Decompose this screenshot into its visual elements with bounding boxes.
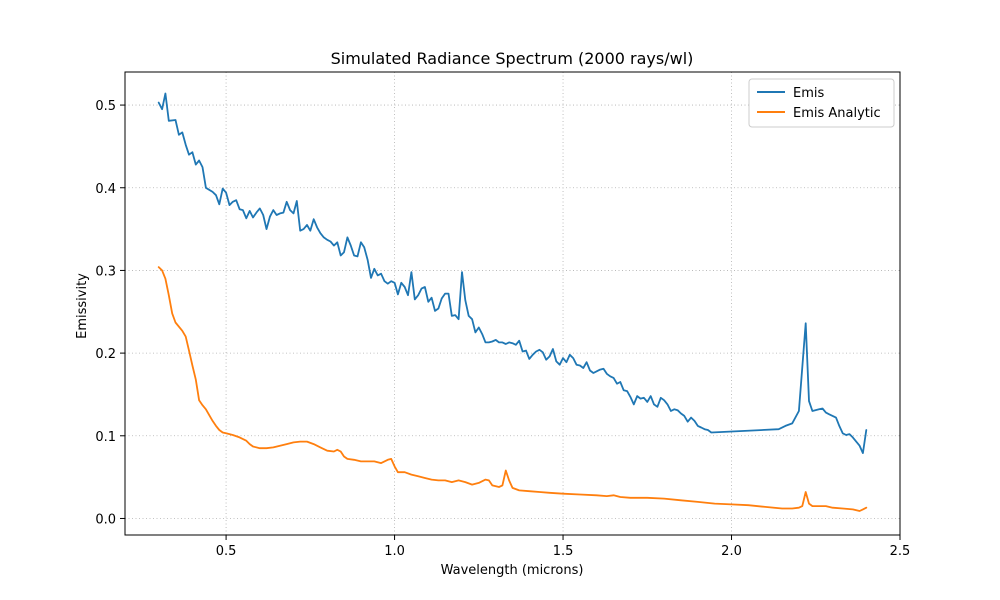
y-tick-label: 0.2 xyxy=(95,347,116,362)
x-tick-label: 1.0 xyxy=(384,544,405,559)
x-tick-label: 0.5 xyxy=(216,544,237,559)
legend-label-emis-analytic: Emis Analytic xyxy=(793,106,881,121)
y-axis-label: Emissivity xyxy=(75,273,90,339)
y-tick-label: 0.0 xyxy=(95,512,116,527)
y-tick-label: 0.4 xyxy=(95,182,116,197)
axes-frame xyxy=(124,71,901,536)
y-tick-label: 0.1 xyxy=(95,430,116,445)
x-axis-ticks: 0.5 1.0 1.5 2.0 2.5 xyxy=(216,535,911,559)
chart-title: Simulated Radiance Spectrum (2000 rays/w… xyxy=(331,49,694,68)
legend-box xyxy=(748,78,895,128)
series-layer xyxy=(157,92,868,512)
grid xyxy=(125,72,901,535)
legend: Emis Emis Analytic xyxy=(748,78,895,128)
y-tick-label: 0.3 xyxy=(95,264,116,279)
legend-label-emis: Emis xyxy=(793,86,824,101)
series-line-emis-analytic xyxy=(157,266,868,512)
x-axis-label: Wavelength (microns) xyxy=(441,563,584,578)
plot-area: 0.5 1.0 1.5 2.0 2.5 0.0 0.1 0.2 0.3 0.4 0.5 xyxy=(95,71,911,559)
x-tick-label: 2.5 xyxy=(890,544,911,559)
x-tick-label: 2.0 xyxy=(721,544,742,559)
y-axis-ticks: 0.0 0.1 0.2 0.3 0.4 0.5 xyxy=(95,99,125,527)
x-tick-label: 1.5 xyxy=(553,544,574,559)
y-tick-label: 0.5 xyxy=(95,99,116,114)
series-line-emis xyxy=(157,92,868,455)
